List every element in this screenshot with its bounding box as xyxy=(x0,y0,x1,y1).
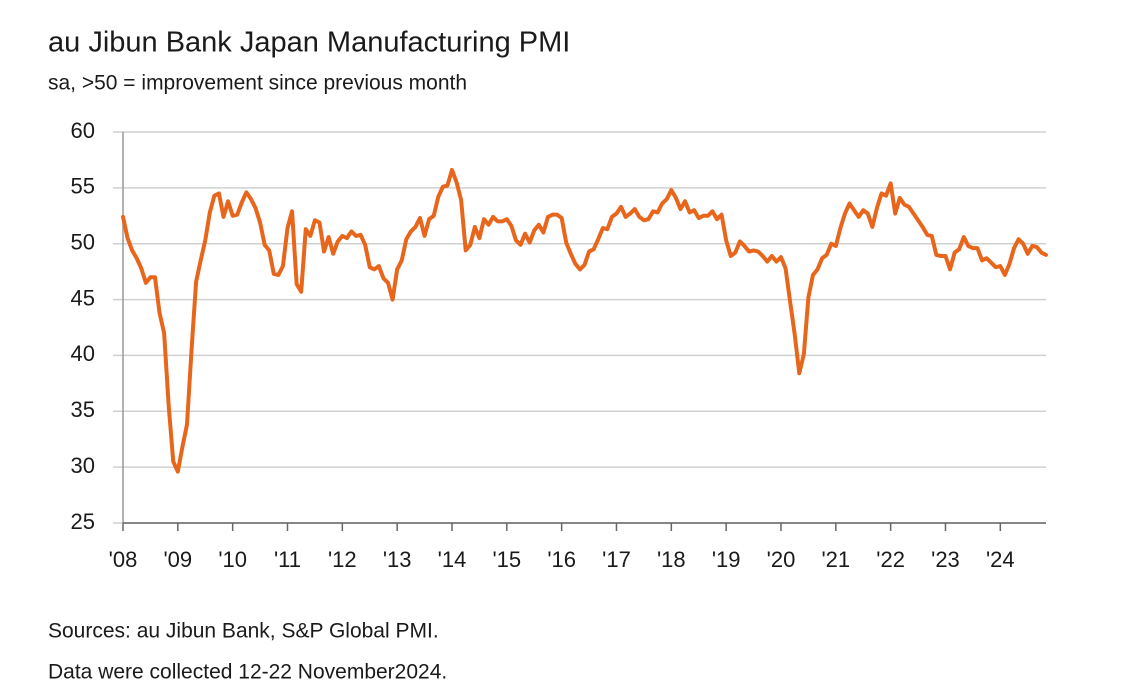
y-tick-label: 45 xyxy=(71,285,95,310)
x-tick-label: '08 xyxy=(109,547,138,572)
x-tick-label: '12 xyxy=(328,547,357,572)
collection-note: Data were collected 12-22 November2024. xyxy=(48,661,447,684)
pmi-line xyxy=(121,167,1048,474)
x-tick-label: '11 xyxy=(274,547,301,572)
y-tick-label: 30 xyxy=(71,453,95,478)
x-tick-label: '19 xyxy=(712,547,741,572)
chart-subtitle: sa, >50 = improvement since previous mon… xyxy=(48,72,467,95)
x-tick-label: '24 xyxy=(986,547,1015,572)
x-tick-label: '21 xyxy=(821,547,850,572)
x-tick-label: '14 xyxy=(438,547,467,572)
y-tick-label: 25 xyxy=(71,509,95,534)
x-tick-label: '13 xyxy=(383,547,412,572)
y-tick-label: 55 xyxy=(71,174,95,199)
x-tick-label: '22 xyxy=(876,547,905,572)
y-tick-label: 60 xyxy=(71,118,95,143)
source-note: Sources: au Jibun Bank, S&P Global PMI. xyxy=(48,620,439,643)
x-tick-label: '15 xyxy=(492,547,521,572)
y-tick-label: 50 xyxy=(71,230,95,255)
x-tick-label: '09 xyxy=(163,547,192,572)
x-tick-label: '16 xyxy=(547,547,576,572)
x-tick-label: '17 xyxy=(602,547,631,572)
y-tick-label: 35 xyxy=(71,397,95,422)
chart-title: au Jibun Bank Japan Manufacturing PMI xyxy=(48,27,570,59)
y-tick-label: 40 xyxy=(71,341,95,366)
x-tick-label: '23 xyxy=(931,547,960,572)
x-tick-label: '20 xyxy=(767,547,796,572)
x-tick-label: '10 xyxy=(218,547,247,572)
x-tick-label: '18 xyxy=(657,547,686,572)
